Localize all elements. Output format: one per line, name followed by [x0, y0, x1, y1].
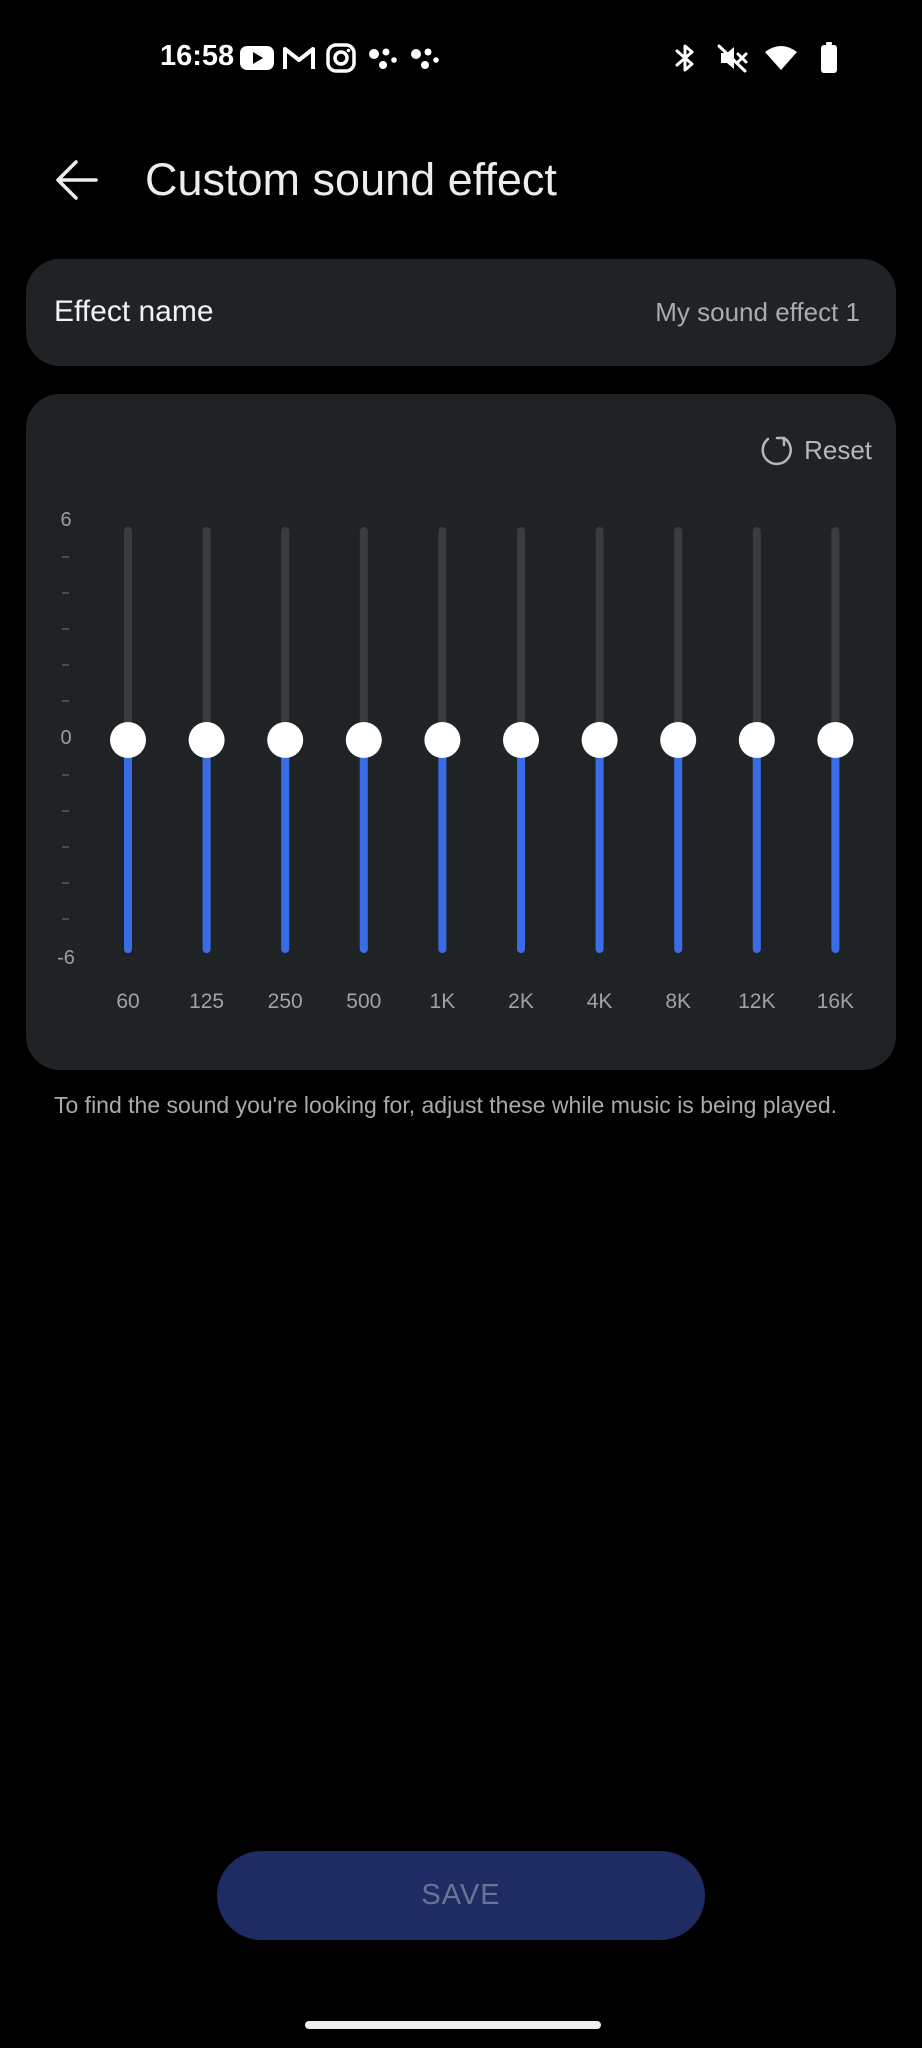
- eq-slider-60[interactable]: [110, 527, 146, 953]
- scale-tick: [62, 774, 69, 776]
- hint-text: To find the sound you're looking for, ad…: [54, 1092, 838, 1118]
- gmail-icon: [282, 41, 316, 75]
- status-bar: 16:58: [0, 0, 922, 116]
- instagram-icon: [324, 41, 358, 75]
- back-button[interactable]: [48, 154, 112, 206]
- effect-name-label: Effect name: [54, 295, 214, 328]
- effect-name-value: My sound effect 1: [655, 297, 860, 327]
- eq-slider-knob[interactable]: [424, 722, 461, 758]
- bluetooth-icon: [668, 41, 702, 75]
- scale-min-label: -6: [57, 947, 75, 969]
- eq-slider-16K[interactable]: [817, 527, 854, 953]
- eq-slider-knob[interactable]: [738, 722, 775, 758]
- scale-zero-label: 0: [60, 727, 72, 749]
- eq-slider-knob[interactable]: [660, 722, 697, 758]
- scale-tick: [62, 810, 69, 812]
- battery-icon: [812, 41, 846, 75]
- eq-band-label: 12K: [738, 990, 776, 1013]
- eq-band-label: 8K: [665, 990, 692, 1013]
- equalizer-card: Reset 6 0 -6 60 125 250 500 1K 2K 4K 8K 12K 16K: [26, 394, 896, 1070]
- eq-band-label: 500: [346, 990, 382, 1013]
- eq-band-label: 4K: [586, 990, 613, 1013]
- eq-slider-4K[interactable]: [581, 527, 618, 953]
- scale-tick: [62, 882, 69, 884]
- eq-slider-125[interactable]: [188, 527, 225, 953]
- back-arrow-icon: [56, 160, 98, 200]
- eq-slider-250[interactable]: [267, 527, 304, 953]
- eq-slider-2K[interactable]: [503, 527, 539, 953]
- eq-slider-1K[interactable]: [424, 527, 461, 953]
- eq-band-label: 16K: [816, 990, 855, 1013]
- reset-button[interactable]: Reset: [758, 430, 872, 470]
- youtube-icon: [240, 41, 274, 75]
- system-icons: [668, 40, 846, 76]
- page-title: Custom sound effect: [145, 154, 557, 205]
- scale-max-label: 6: [60, 509, 72, 531]
- save-label: SAVE: [421, 1879, 501, 1911]
- effect-name-row[interactable]: Effect name My sound effect 1: [26, 259, 896, 366]
- scale-tick: [62, 846, 69, 848]
- eq-slider-knob[interactable]: [345, 722, 382, 758]
- eq-slider-knob[interactable]: [817, 722, 854, 758]
- home-indicator[interactable]: [305, 2021, 601, 2029]
- scale-tick: [62, 700, 69, 702]
- scale-tick: [62, 556, 69, 558]
- scale-tick: [62, 628, 69, 630]
- reset-icon: [761, 436, 793, 466]
- dots-app-icon: [366, 41, 400, 75]
- eq-slider-12K[interactable]: [738, 527, 775, 953]
- eq-slider-500[interactable]: [345, 527, 382, 953]
- scale-tick: [62, 918, 69, 920]
- status-time: 16:58: [160, 40, 235, 72]
- eq-band-label: 125: [189, 990, 225, 1013]
- scale-tick: [62, 592, 69, 594]
- eq-band-label: 250: [267, 990, 303, 1013]
- wifi-icon: [764, 41, 798, 75]
- eq-slider-knob[interactable]: [110, 722, 146, 758]
- header: Custom sound effect: [0, 140, 922, 220]
- notification-icons: [240, 40, 442, 76]
- eq-slider-knob[interactable]: [267, 722, 304, 758]
- eq-slider-8K[interactable]: [660, 527, 697, 953]
- eq-slider-knob[interactable]: [581, 722, 618, 758]
- save-button[interactable]: SAVE: [217, 1851, 705, 1940]
- eq-slider-knob[interactable]: [503, 722, 539, 758]
- scale-tick: [62, 664, 69, 666]
- eq-slider-knob[interactable]: [188, 722, 225, 758]
- eq-band-label: 1K: [429, 990, 456, 1013]
- reset-label: Reset: [804, 434, 872, 465]
- eq-band-label: 60: [116, 990, 140, 1013]
- mute-icon: [716, 41, 750, 75]
- dots-app-icon: [408, 41, 442, 75]
- eq-band-label: 2K: [508, 990, 534, 1013]
- equalizer-sliders: [110, 527, 854, 953]
